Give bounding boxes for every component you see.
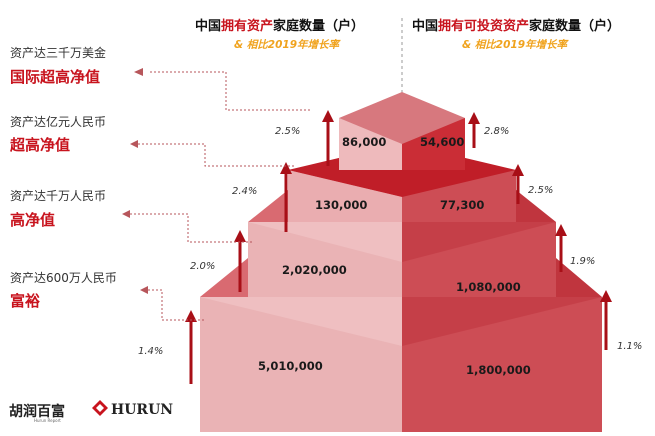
value-assets-high: 2,020,000	[282, 263, 347, 277]
header-right-subtitle: & 相比2019年增长率	[462, 38, 570, 51]
hurun-report-logo-text: 胡润百富	[9, 403, 65, 420]
hurun-logo: HURUN	[92, 400, 173, 418]
tier-label-4: 富裕	[10, 292, 40, 310]
value-assets-affluent: 5,010,000	[258, 359, 323, 373]
growth-investable-global-ultra: 2.8%	[484, 126, 509, 137]
leader-lines	[130, 71, 312, 321]
tier-label-3: 高净值	[10, 211, 55, 229]
tier-criterion-3: 资产达千万人民币	[10, 189, 106, 203]
hurun-report-logo-sub: Hurun Report	[34, 418, 61, 423]
value-investable-high: 1,080,000	[456, 280, 521, 294]
header-left-title: 中国拥有资产家庭数量（户）	[195, 18, 364, 34]
value-investable-ultra: 77,300	[440, 198, 484, 212]
value-investable-affluent: 1,800,000	[466, 363, 531, 377]
tier-criterion-1: 资产达三千万美金	[10, 45, 106, 60]
growth-investable-high: 1.9%	[570, 256, 595, 267]
header-right-title: 中国拥有可投资资产家庭数量（户）	[412, 18, 620, 34]
growth-assets-global-ultra: 2.5%	[275, 126, 300, 137]
tier-label-1: 国际超高净值	[10, 68, 100, 86]
value-assets-global-ultra: 86,000	[342, 135, 386, 149]
leader-arrowheads	[122, 68, 148, 294]
growth-assets-affluent: 1.4%	[138, 346, 163, 357]
growth-investable-affluent: 1.1%	[617, 341, 642, 352]
growth-investable-ultra: 2.5%	[528, 185, 553, 196]
growth-assets-ultra: 2.4%	[232, 186, 257, 197]
hurun-report-logo: 胡润百富 Hurun Report	[9, 403, 65, 423]
value-assets-ultra: 130,000	[315, 198, 367, 212]
tier-global-ultra-high-block	[339, 92, 465, 170]
tier-criterion-4: 资产达600万人民币	[10, 271, 117, 285]
value-investable-global-ultra: 54,600	[420, 135, 464, 149]
growth-assets-high: 2.0%	[190, 261, 215, 272]
hurun-logo-text: HURUN	[111, 402, 173, 418]
header-left-subtitle: & 相比2019年增长率	[234, 38, 342, 51]
tier-label-2: 超高净值	[9, 136, 70, 154]
tier-criterion-2: 资产达亿元人民币	[10, 114, 106, 129]
